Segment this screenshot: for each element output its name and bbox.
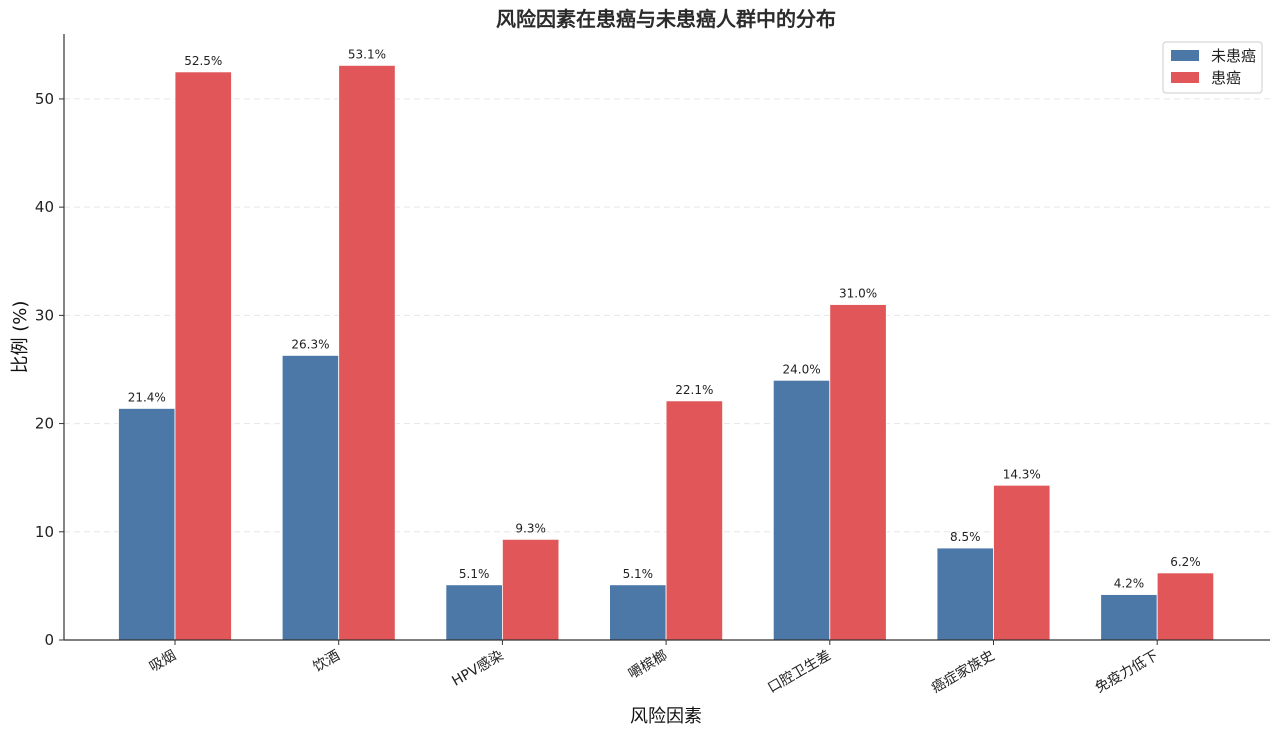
axes [63,34,1270,641]
data-label: 53.1% [348,47,386,61]
y-tick-label: 10 [35,523,54,541]
x-tick-label: 吸烟 [147,648,179,676]
bar-no-cancer [609,584,667,641]
x-tick-label: 嚼槟榔 [626,648,670,683]
bar-cancer [665,400,723,641]
y-ticks: 0 10 20 30 40 50 [35,90,64,649]
data-label: 9.3% [515,521,546,535]
y-tick-label: 40 [35,198,54,216]
legend-swatch-no-cancer [1171,50,1199,61]
bar-no-cancer [936,547,994,641]
x-ticks: 吸烟 饮酒 HPV感染 嚼槟榔 口腔卫生差 癌症家族史 免疫力低下 [147,640,1161,696]
data-label: 5.1% [459,567,490,581]
legend-label-no-cancer: 未患癌 [1211,47,1256,65]
bar-cancer [174,71,232,641]
y-tick-label: 30 [35,306,54,324]
legend-swatch-cancer [1171,72,1199,83]
data-label: 21.4% [128,390,166,404]
y-tick-label: 20 [35,415,54,433]
bar-cancer [829,304,887,641]
bar-cancer [1156,572,1215,641]
bar-no-cancer [772,379,831,641]
data-label: 31.0% [839,287,877,301]
bar-cancer [501,538,560,641]
chart-title: 风险因素在患癌与未患癌人群中的分布 [496,7,836,31]
data-label: 6.2% [1170,555,1201,569]
grid-lines [64,98,1270,533]
x-tick-label: HPV感染 [449,647,506,690]
x-tick-label: 癌症家族史 [928,647,997,697]
bar-no-cancer [118,408,176,641]
data-labels: 21.4% 26.3% 5.1% 5.1% 24.0% 8.5% 4.2% 52.5% 53.1… [128,47,1201,590]
bar-cancer [338,64,396,641]
y-axis-label: 比例 (%) [10,301,31,374]
data-label: 14.3% [1003,467,1041,481]
bar-cancer [993,484,1051,641]
data-label: 4.2% [1114,577,1145,591]
data-label: 5.1% [623,567,654,581]
x-tick-label: 饮酒 [310,648,342,676]
bar-no-cancer [445,584,503,641]
data-label: 52.5% [184,54,222,68]
x-axis-label: 风险因素 [630,706,702,727]
bars [118,64,1215,641]
data-label: 8.5% [950,530,981,544]
data-label: 26.3% [291,337,329,351]
data-label: 24.0% [782,362,820,376]
y-tick-label: 50 [35,90,54,108]
x-tick-label: 免疫力低下 [1093,648,1162,697]
bar-no-cancer [281,354,340,641]
legend: 未患癌 患癌 [1162,41,1263,94]
bar-no-cancer [1100,594,1158,641]
y-tick-label: 0 [44,631,54,649]
x-tick-label: 口腔卫生差 [765,648,834,697]
data-label: 22.1% [675,383,713,397]
legend-label-cancer: 患癌 [1211,69,1241,87]
